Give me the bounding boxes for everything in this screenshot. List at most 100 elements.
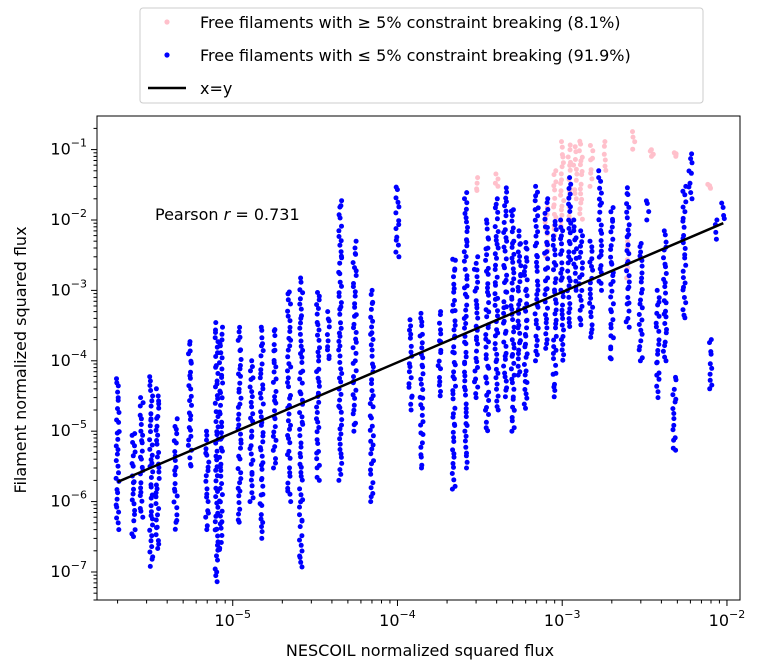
- point-low-breaking: [299, 313, 304, 319]
- point-low-breaking: [510, 287, 516, 293]
- point-low-breaking: [173, 464, 179, 470]
- point-low-breaking: [407, 317, 413, 323]
- point-high-breaking: [590, 155, 595, 161]
- point-low-breaking: [370, 433, 376, 439]
- point-low-breaking: [258, 516, 264, 522]
- point-low-breaking: [483, 332, 489, 338]
- point-low-breaking: [589, 256, 595, 262]
- point-low-breaking: [662, 261, 668, 267]
- point-low-breaking: [462, 339, 468, 345]
- point-low-breaking: [545, 265, 551, 271]
- point-low-breaking: [369, 347, 375, 353]
- point-low-breaking: [186, 410, 192, 416]
- point-low-breaking: [522, 379, 528, 384]
- point-low-breaking: [656, 370, 662, 376]
- point-low-breaking: [219, 492, 225, 498]
- point-low-breaking: [463, 206, 469, 212]
- point-high-breaking: [630, 134, 636, 140]
- point-low-breaking: [503, 304, 509, 310]
- point-low-breaking: [203, 478, 209, 484]
- point-low-breaking: [237, 380, 243, 386]
- point-low-breaking: [369, 423, 375, 429]
- point-low-breaking: [339, 371, 345, 376]
- point-low-breaking: [577, 315, 583, 321]
- point-low-breaking: [535, 213, 541, 219]
- point-low-breaking: [688, 190, 694, 196]
- point-low-breaking: [661, 255, 666, 261]
- point-low-breaking: [568, 181, 574, 187]
- point-low-breaking: [590, 304, 596, 310]
- point-low-breaking: [236, 329, 242, 335]
- point-high-breaking: [577, 206, 583, 212]
- point-low-breaking: [272, 444, 278, 450]
- point-low-breaking: [325, 344, 331, 350]
- point-low-breaking: [298, 473, 304, 479]
- point-low-breaking: [235, 517, 241, 523]
- legend-label-low-breaking: Free filaments with ≤ 5% constraint brea…: [200, 46, 631, 65]
- point-low-breaking: [518, 263, 524, 269]
- point-low-breaking: [639, 305, 645, 311]
- point-low-breaking: [218, 540, 224, 545]
- point-low-breaking: [259, 466, 265, 472]
- point-low-breaking: [474, 274, 480, 280]
- point-low-breaking: [483, 356, 489, 362]
- point-low-breaking: [473, 260, 479, 266]
- point-low-breaking: [559, 347, 565, 353]
- point-low-breaking: [115, 520, 121, 526]
- point-low-breaking: [559, 275, 565, 281]
- point-low-breaking: [544, 325, 550, 331]
- point-low-breaking: [509, 213, 515, 219]
- point-low-breaking: [510, 259, 516, 265]
- point-low-breaking: [213, 354, 219, 359]
- point-low-breaking: [174, 512, 180, 518]
- point-low-breaking: [551, 237, 556, 242]
- point-low-breaking: [285, 418, 291, 424]
- point-low-breaking: [203, 473, 209, 479]
- point-low-breaking: [509, 218, 515, 224]
- point-low-breaking: [409, 393, 415, 399]
- point-low-breaking: [286, 384, 291, 390]
- point-low-breaking: [154, 438, 160, 443]
- point-low-breaking: [524, 277, 530, 283]
- point-low-breaking: [338, 391, 344, 397]
- point-low-breaking: [213, 494, 219, 500]
- point-low-breaking: [523, 245, 529, 251]
- point-low-breaking: [494, 398, 500, 404]
- point-low-breaking: [656, 341, 662, 347]
- point-low-breaking: [558, 233, 564, 239]
- point-low-breaking: [523, 391, 529, 397]
- point-high-breaking: [559, 203, 565, 209]
- point-low-breaking: [532, 217, 538, 223]
- point-low-breaking: [483, 344, 489, 350]
- point-low-breaking: [249, 470, 255, 475]
- point-high-breaking: [579, 154, 585, 160]
- point-low-breaking: [534, 259, 539, 265]
- point-low-breaking: [662, 354, 668, 360]
- point-low-breaking: [371, 458, 376, 464]
- y-axis-label: Filament normalized squared flux: [11, 226, 30, 493]
- point-low-breaking: [150, 554, 156, 560]
- point-low-breaking: [509, 376, 515, 382]
- point-low-breaking: [510, 225, 516, 231]
- point-low-breaking: [172, 458, 178, 463]
- point-low-breaking: [516, 322, 522, 328]
- point-low-breaking: [638, 249, 644, 255]
- point-low-breaking: [324, 332, 330, 338]
- point-low-breaking: [508, 366, 514, 372]
- point-low-breaking: [638, 338, 644, 344]
- point-low-breaking: [408, 375, 414, 381]
- point-low-breaking: [219, 481, 225, 487]
- point-low-breaking: [238, 445, 243, 451]
- point-low-breaking: [351, 402, 357, 408]
- point-low-breaking: [368, 499, 374, 505]
- x-tick-label: 10−3: [544, 608, 581, 630]
- point-low-breaking: [494, 241, 500, 247]
- point-low-breaking: [418, 315, 424, 321]
- point-low-breaking: [220, 324, 225, 330]
- point-low-breaking: [492, 280, 498, 286]
- point-low-breaking: [236, 371, 241, 377]
- point-low-breaking: [508, 303, 514, 309]
- point-low-breaking: [299, 419, 305, 425]
- point-low-breaking: [418, 402, 424, 408]
- point-low-breaking: [257, 445, 263, 451]
